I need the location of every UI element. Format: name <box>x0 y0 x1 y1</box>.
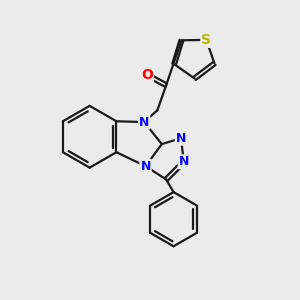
Text: N: N <box>179 155 189 168</box>
Text: N: N <box>176 132 186 145</box>
Text: O: O <box>141 68 153 82</box>
Text: N: N <box>140 160 151 173</box>
Text: N: N <box>139 116 149 128</box>
Text: S: S <box>201 33 211 47</box>
